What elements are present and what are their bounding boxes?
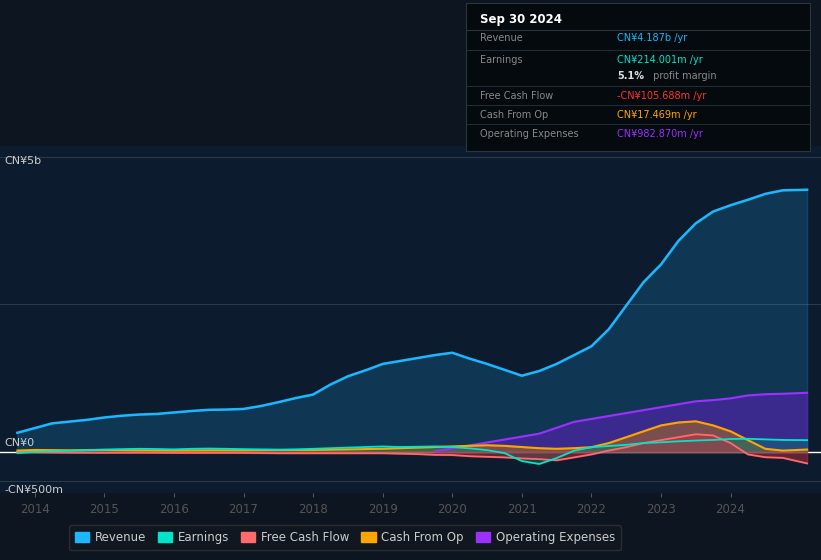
Text: 5.1%: 5.1% bbox=[617, 72, 644, 81]
Text: CN¥214.001m /yr: CN¥214.001m /yr bbox=[617, 55, 703, 65]
Text: -CN¥105.688m /yr: -CN¥105.688m /yr bbox=[617, 91, 707, 101]
Text: -CN¥500m: -CN¥500m bbox=[4, 484, 63, 494]
Text: Revenue: Revenue bbox=[480, 33, 523, 43]
Text: CN¥4.187b /yr: CN¥4.187b /yr bbox=[617, 33, 687, 43]
Text: profit margin: profit margin bbox=[650, 72, 717, 81]
Text: Earnings: Earnings bbox=[480, 55, 522, 65]
Text: CN¥5b: CN¥5b bbox=[4, 156, 41, 166]
Text: Sep 30 2024: Sep 30 2024 bbox=[480, 13, 562, 26]
Legend: Revenue, Earnings, Free Cash Flow, Cash From Op, Operating Expenses: Revenue, Earnings, Free Cash Flow, Cash … bbox=[69, 525, 621, 550]
Text: Free Cash Flow: Free Cash Flow bbox=[480, 91, 553, 101]
Text: Operating Expenses: Operating Expenses bbox=[480, 129, 579, 139]
Text: CN¥0: CN¥0 bbox=[4, 438, 34, 448]
Text: CN¥17.469m /yr: CN¥17.469m /yr bbox=[617, 110, 697, 120]
Text: Cash From Op: Cash From Op bbox=[480, 110, 548, 120]
Text: CN¥982.870m /yr: CN¥982.870m /yr bbox=[617, 129, 704, 139]
